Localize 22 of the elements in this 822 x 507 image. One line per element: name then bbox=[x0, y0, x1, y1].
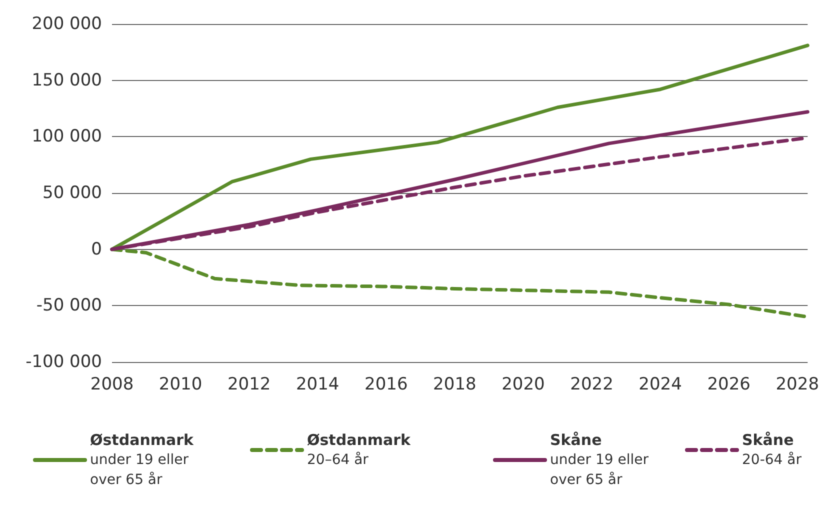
legend-label: Skåne 20-64 år bbox=[742, 431, 802, 468]
x-tick-label: 2026 bbox=[707, 374, 750, 394]
legend-label: Østdanmark 20–64 år bbox=[307, 431, 412, 468]
legend-label: Østdanmark under 19 eller over 65 år bbox=[90, 431, 195, 488]
x-tick-label: 2028 bbox=[776, 374, 819, 394]
y-tick-label: 100 000 bbox=[32, 126, 102, 147]
x-tick-label: 2012 bbox=[227, 374, 271, 394]
y-tick-label: -50 000 bbox=[36, 296, 102, 316]
x-tick-label: 2016 bbox=[364, 374, 408, 394]
x-tick-label: 2020 bbox=[502, 374, 545, 394]
y-tick-label: -100 000 bbox=[26, 352, 102, 372]
x-tick-label: 2022 bbox=[570, 374, 614, 394]
y-tick-label: 0 bbox=[91, 239, 102, 260]
y-tick-label: 50 000 bbox=[42, 183, 102, 203]
legend-label: Skåne under 19 eller over 65 år bbox=[550, 431, 649, 488]
y-tick-label: 200 000 bbox=[32, 14, 102, 34]
x-tick-label: 2014 bbox=[296, 374, 340, 394]
x-tick-label: 2008 bbox=[90, 374, 134, 394]
y-tick-label: 150 000 bbox=[32, 70, 102, 90]
x-tick-label: 2018 bbox=[433, 374, 476, 394]
x-tick-label: 2024 bbox=[638, 374, 682, 394]
x-tick-label: 2010 bbox=[158, 374, 202, 394]
